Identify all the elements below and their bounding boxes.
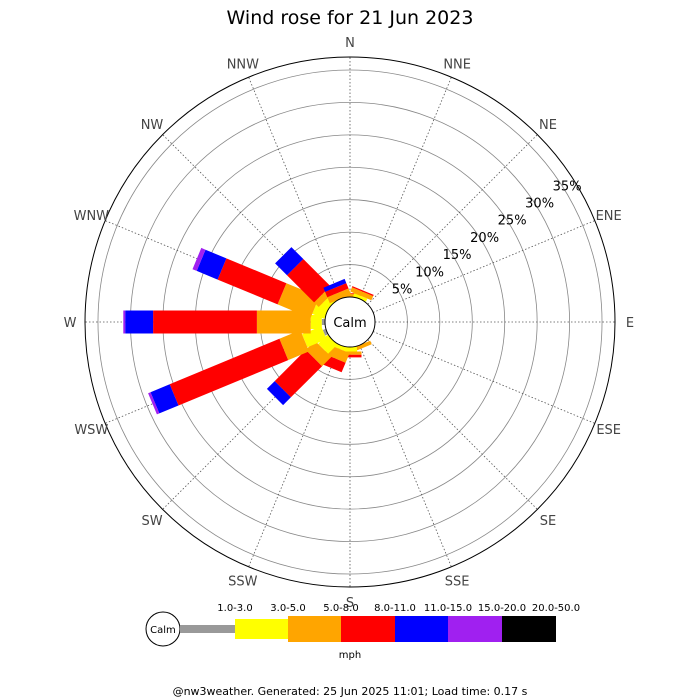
spoke-ese	[372, 331, 595, 424]
radial-tick-3: 15%	[443, 248, 472, 263]
legend-label-7: 20.0-50.0	[532, 603, 580, 614]
speed-legend: Calm mph 1.0-3.0 3.0-5.0 5.0-8.0 8.0-11.0 11…	[145, 603, 580, 661]
direction-label-wnw: WNW	[74, 209, 110, 224]
bar-sw-bin-3	[305, 340, 332, 367]
bar-wnw-bin-4	[217, 258, 287, 305]
bar-wnw-bin-6	[192, 247, 206, 271]
direction-label-sw: SW	[141, 514, 162, 529]
spoke-nnw	[248, 77, 341, 300]
legend-label-2: 3.0-5.0	[270, 603, 305, 614]
bar-nnw-bin-5	[323, 278, 347, 292]
bar-wsw-bin-6	[148, 392, 160, 415]
bar-w-bin-5	[125, 310, 154, 334]
bar-nnw-bin-3	[327, 288, 352, 304]
bar-nne-bin-3	[350, 287, 374, 301]
bar-sw-bin-4	[274, 349, 323, 398]
bar-nnw-bin-4	[325, 283, 349, 298]
wind-bars	[123, 247, 374, 415]
direction-label-wsw: WSW	[74, 423, 108, 438]
bar-sw-bin-5	[266, 381, 291, 406]
radial-tick-1: 5%	[392, 282, 413, 297]
bar-wsw-bin-4	[169, 338, 289, 406]
spoke-sse	[359, 344, 452, 567]
direction-label-nnw: NNW	[227, 57, 259, 72]
bar-nne-bin-4	[351, 286, 374, 297]
bar-w-bin-1	[321, 319, 325, 325]
radial-tick-6: 30%	[525, 197, 554, 212]
bar-wsw-bin-3	[279, 330, 310, 361]
spoke-ne	[367, 134, 538, 305]
bar-wnw-bin-5	[196, 249, 227, 280]
bar-wsw-bin-1	[322, 328, 329, 336]
legend-swatch-2	[235, 619, 288, 639]
spoke-ene	[372, 220, 595, 313]
direction-label-w: W	[64, 316, 77, 331]
direction-label-n: N	[345, 36, 355, 51]
spoke-se	[367, 339, 538, 510]
radial-tick-2: 10%	[415, 265, 444, 280]
chart-title: Wind rose for 21 Jun 2023	[227, 7, 474, 29]
legend-swatch-6	[448, 616, 502, 642]
legend-swatch-4	[341, 616, 395, 642]
legend-swatch-5	[395, 616, 448, 642]
legend-units: mph	[339, 650, 361, 661]
direction-label-se: SE	[540, 514, 556, 529]
bar-w-bin-4	[153, 310, 257, 334]
legend-label-1: 1.0-3.0	[217, 603, 252, 614]
direction-labels: N NNE NE ENE E ESE SE SSE S SSW SW WSW W WNW NW NNW	[64, 36, 635, 611]
radial-tick-5: 25%	[498, 214, 527, 229]
direction-label-s: S	[346, 596, 354, 611]
direction-label-e: E	[626, 316, 634, 331]
legend-label-4: 8.0-11.0	[374, 603, 416, 614]
bar-w-bin-6	[123, 310, 126, 334]
outer-ring	[84, 56, 616, 588]
direction-label-ene: ENE	[596, 209, 622, 224]
bar-wsw-bin-2	[302, 326, 327, 348]
direction-label-ne: NE	[539, 118, 557, 133]
legend-calm-label: Calm	[150, 625, 176, 636]
bar-nw-bin-5	[275, 247, 304, 276]
grid-ring	[97, 69, 603, 575]
legend-swatch-7	[502, 616, 556, 642]
radial-tick-4: 20%	[470, 231, 499, 246]
legend-label-6: 15.0-20.0	[478, 603, 526, 614]
calm-label: Calm	[333, 316, 366, 331]
direction-label-nne: NNE	[443, 57, 471, 72]
bar-wsw-bin-5	[150, 384, 179, 414]
bar-wnw-bin-3	[277, 283, 320, 319]
bar-nw-bin-4	[287, 259, 331, 303]
spoke-nne	[359, 77, 452, 300]
legend-label-5: 11.0-15.0	[424, 603, 472, 614]
spoke-ssw	[248, 344, 341, 567]
bar-nne-bin-2	[353, 293, 368, 302]
direction-label-ese: ESE	[596, 423, 621, 438]
legend-swatch-3	[288, 616, 341, 642]
bar-w-bin-2	[310, 315, 322, 329]
bar-w-bin-3	[256, 310, 311, 334]
radial-tick-7: 35%	[553, 179, 582, 194]
footer-text: @nw3weather. Generated: 25 Jun 2025 11:0…	[173, 685, 528, 698]
calm-center: Calm	[324, 296, 376, 348]
legend-label-3: 5.0-8.0	[323, 603, 358, 614]
legend-swatch-1	[180, 625, 235, 633]
direction-label-sse: SSE	[445, 575, 470, 590]
direction-label-ssw: SSW	[228, 575, 258, 590]
direction-label-nw: NW	[141, 118, 164, 133]
radial-tick-labels: 5%10% 15% 20% 25% 30% 35%	[392, 179, 582, 297]
